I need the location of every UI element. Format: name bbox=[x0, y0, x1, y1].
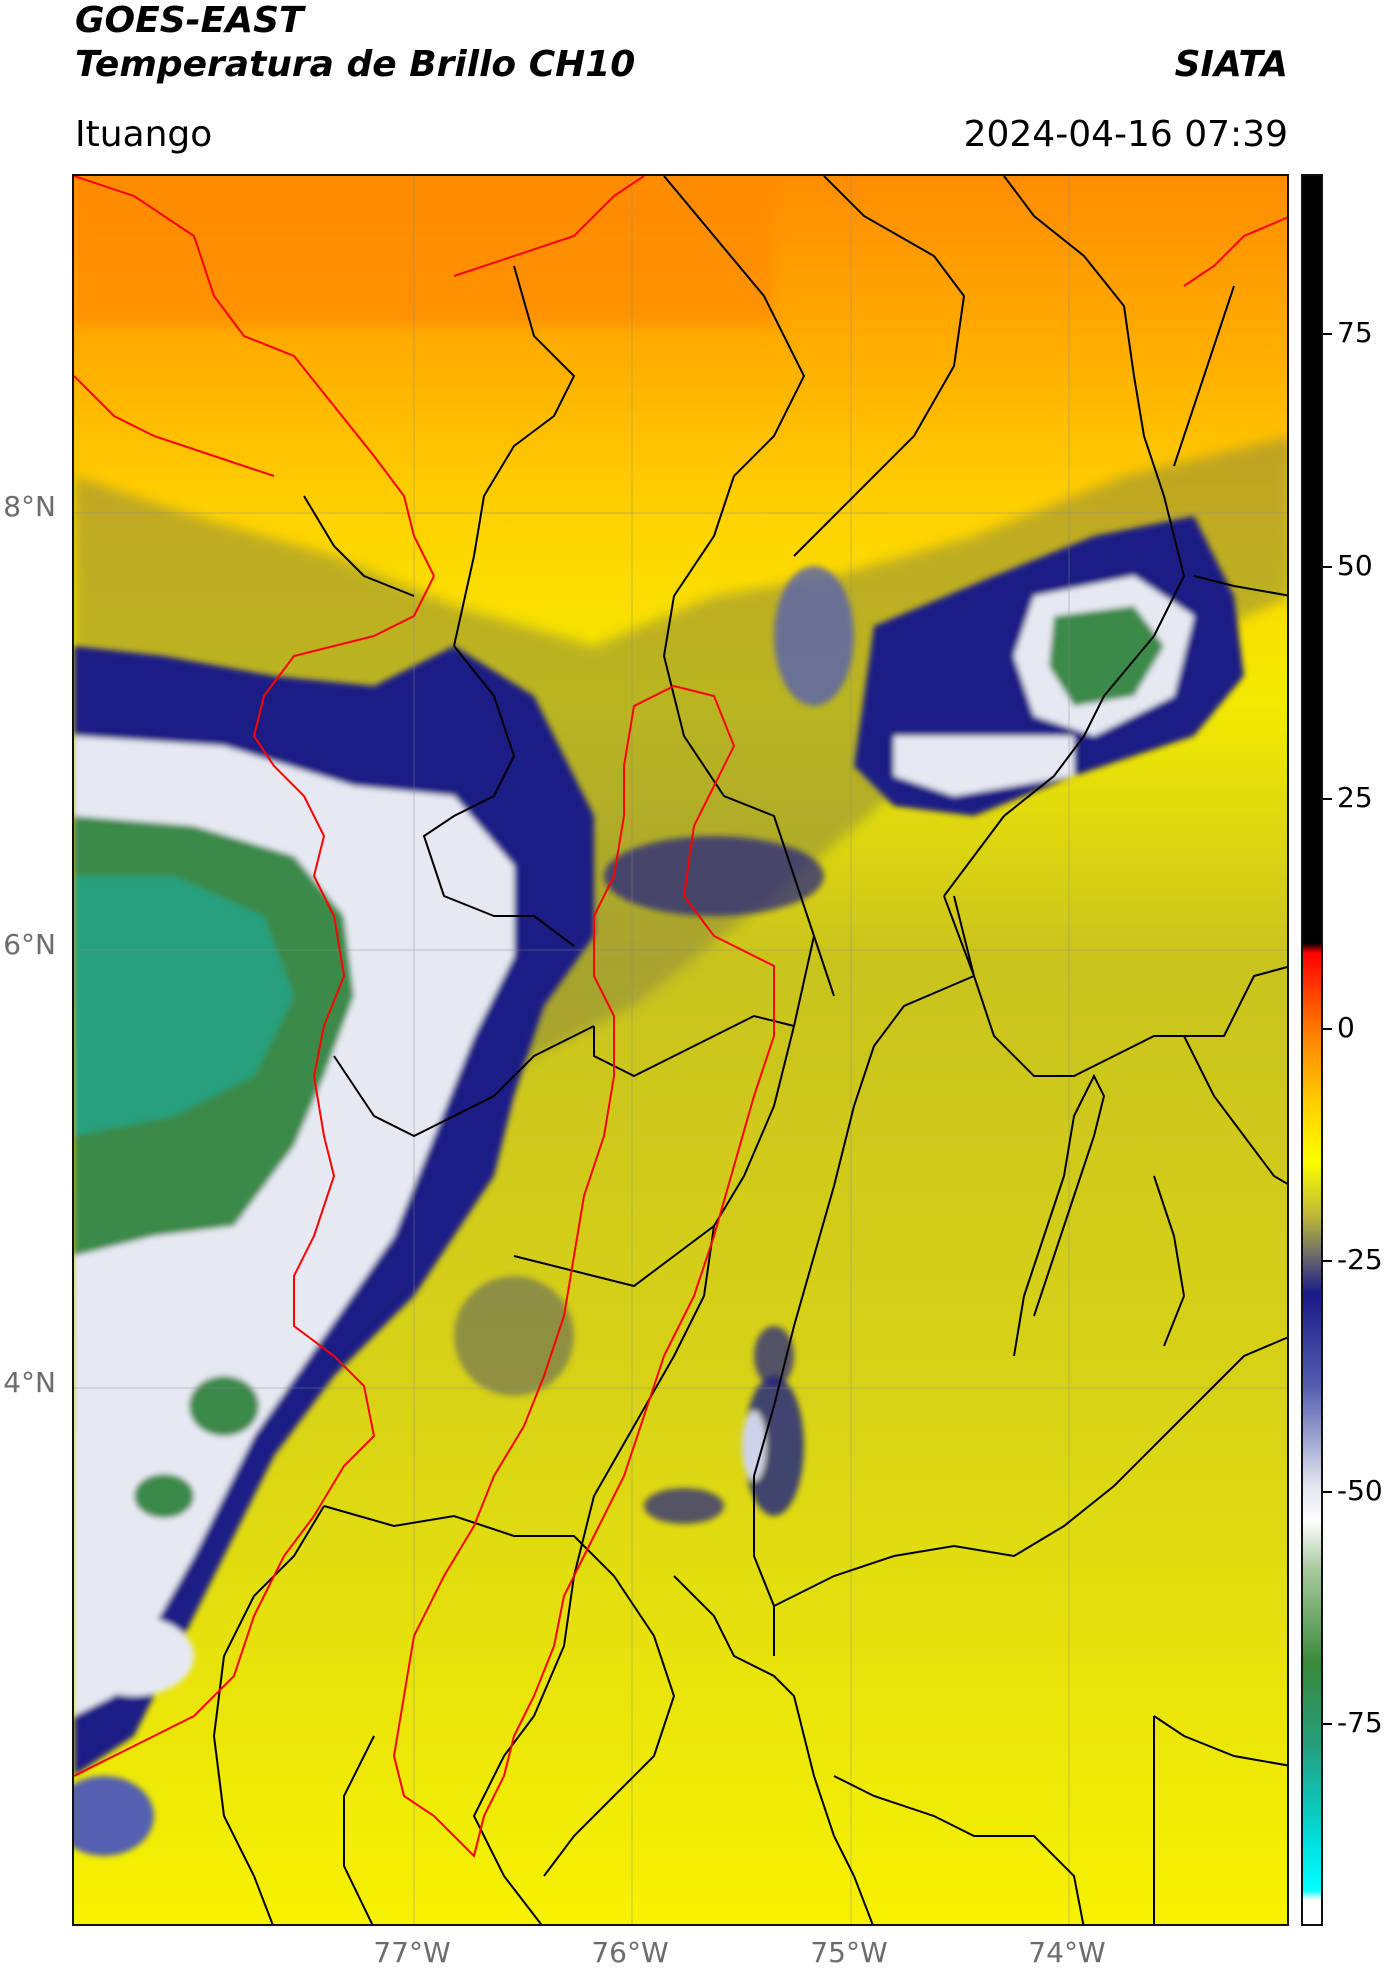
colorbar-mark-neg25 bbox=[1323, 1260, 1332, 1262]
colorbar-band bbox=[1303, 1217, 1321, 1257]
lon-tick-76: 76°W bbox=[591, 1936, 669, 1969]
colorbar-band bbox=[1303, 1482, 1321, 1522]
colorbar-band bbox=[1303, 1104, 1321, 1162]
colorbar-band bbox=[1303, 176, 1321, 944]
colorbar-mark-50 bbox=[1323, 566, 1332, 568]
colorbar-tick-75: 75 bbox=[1337, 316, 1373, 349]
colorbar-band bbox=[1303, 1899, 1321, 1924]
colorbar-mark-0 bbox=[1323, 1028, 1332, 1030]
lon-tick-77: 77°W bbox=[373, 1936, 451, 1969]
colorbar-mark-75 bbox=[1323, 333, 1332, 335]
brand-label: SIATA bbox=[1174, 44, 1288, 85]
satellite-title: GOES-EAST bbox=[75, 0, 304, 41]
satellite-map[interactable] bbox=[72, 174, 1289, 1926]
lon-tick-75: 75°W bbox=[810, 1936, 888, 1969]
colorbar-band bbox=[1303, 1842, 1321, 1891]
colorbar-mark-neg50 bbox=[1323, 1491, 1332, 1493]
colorbar-band bbox=[1303, 943, 1321, 954]
colorbar-band bbox=[1303, 1748, 1321, 1844]
lon-tick-74: 74°W bbox=[1028, 1936, 1106, 1969]
colorbar-tick-50: 50 bbox=[1337, 549, 1373, 582]
colorbar-band bbox=[1303, 952, 1321, 1029]
colorbar bbox=[1301, 174, 1323, 1926]
product-title: Temperatura de Brillo CH10 bbox=[75, 44, 636, 85]
colorbar-tick-25: 25 bbox=[1337, 781, 1373, 814]
colorbar-gradient bbox=[1303, 176, 1321, 1924]
colorbar-tick-neg25: -25 bbox=[1337, 1243, 1383, 1276]
coastline bbox=[74, 176, 1287, 1777]
graticule bbox=[74, 176, 1287, 1924]
colorbar-band bbox=[1303, 1568, 1321, 1664]
department-borders bbox=[212, 176, 1287, 1924]
colorbar-tick-neg75: -75 bbox=[1337, 1706, 1383, 1739]
colorbar-mark-25 bbox=[1323, 798, 1332, 800]
map-canvas bbox=[74, 176, 1287, 1924]
colorbar-band bbox=[1303, 1890, 1321, 1901]
colorbar-band bbox=[1303, 1160, 1321, 1219]
colorbar-tick-0: 0 bbox=[1337, 1011, 1355, 1044]
colorbar-band bbox=[1303, 1662, 1321, 1749]
lat-tick-6: 6°N bbox=[3, 928, 56, 961]
lat-tick-4: 4°N bbox=[3, 1366, 56, 1399]
colorbar-band bbox=[1303, 1255, 1321, 1294]
colorbar-mark-neg75 bbox=[1323, 1723, 1332, 1725]
colorbar-band bbox=[1303, 1388, 1321, 1484]
colorbar-band bbox=[1303, 1028, 1321, 1105]
highlighted-region-border bbox=[392, 684, 775, 1858]
datetime-label: 2024-04-16 07:39 bbox=[963, 114, 1288, 155]
colorbar-tick-neg50: -50 bbox=[1337, 1474, 1383, 1507]
colorbar-band bbox=[1303, 1293, 1321, 1389]
lat-tick-8: 8°N bbox=[3, 490, 56, 523]
region-label: Ituango bbox=[75, 114, 213, 155]
colorbar-band bbox=[1303, 1520, 1321, 1569]
